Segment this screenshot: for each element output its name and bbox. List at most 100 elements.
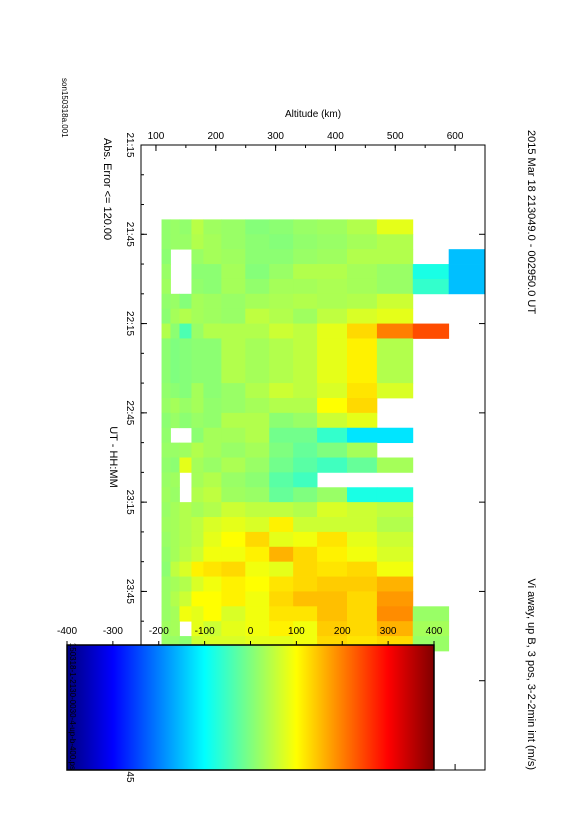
heatmap-cell	[245, 472, 270, 488]
heatmap-cell	[203, 308, 222, 324]
heatmap-cell	[269, 472, 294, 488]
heatmap-cell	[346, 576, 378, 592]
heatmap-cell	[161, 442, 171, 458]
heatmap-cell	[269, 487, 294, 503]
heatmap-cell	[317, 576, 348, 592]
heatmap-cell	[376, 338, 414, 384]
heatmap-cell	[170, 442, 180, 458]
heatmap-cell	[170, 397, 180, 414]
heatmap-cell	[317, 561, 348, 577]
heatmap-cell	[293, 487, 318, 503]
heatmap-cell	[293, 561, 318, 577]
heatmap-cell	[203, 591, 222, 607]
heatmap-cell	[170, 383, 180, 399]
heatmap-cell	[412, 264, 450, 280]
heatmap-cell	[221, 249, 246, 265]
heatmap-cell	[203, 487, 222, 503]
heatmap-cell	[203, 293, 222, 310]
heatmap-cell	[221, 591, 246, 607]
heatmap-cell	[221, 442, 246, 458]
heatmap-cell	[376, 427, 414, 444]
heatmap-cell	[346, 249, 378, 265]
y-tick-label: 400	[327, 131, 344, 142]
x-tick-label: 23:15	[124, 490, 135, 515]
heatmap-cell	[191, 219, 204, 235]
heatmap-cell	[179, 531, 192, 548]
heatmap-cell	[293, 427, 318, 444]
heatmap-cell	[221, 487, 246, 503]
heatmap-cell	[191, 591, 204, 607]
heatmap-cell	[317, 591, 348, 607]
heatmap-cell	[179, 412, 192, 429]
heatmap-cell	[293, 606, 318, 622]
x-tick-label: 22:45	[124, 400, 135, 425]
heatmap-cell	[191, 546, 204, 563]
heatmap-cell	[221, 621, 246, 637]
heatmap-cell	[269, 502, 294, 518]
heatmap-cell	[346, 383, 378, 399]
heatmap-cell	[346, 278, 378, 295]
heatmap-cell	[317, 308, 348, 324]
heatmap-cell	[448, 249, 485, 265]
heatmap-cell	[221, 561, 246, 577]
heatmap-cell	[293, 576, 318, 592]
heatmap-cell	[317, 293, 348, 310]
x-tick-label: 23:45	[124, 579, 135, 604]
heatmap-cell	[203, 442, 222, 458]
heatmap-cell	[376, 546, 414, 563]
heatmap-cell	[412, 278, 450, 295]
colorbar: -400 -300 -200 -100 0 100 200 300 400	[57, 626, 443, 771]
heatmap-cell	[191, 531, 204, 548]
heatmap-cell	[170, 234, 180, 250]
heatmap-cell	[245, 442, 270, 458]
heatmap-cell	[346, 264, 378, 280]
heatmap-cell	[245, 606, 270, 622]
heatmap-cell	[179, 517, 192, 533]
heatmap-cell	[179, 606, 192, 622]
heatmap-cell	[269, 219, 294, 235]
heatmap-cell	[161, 219, 171, 235]
heatmap-cell	[317, 502, 348, 518]
heatmap-cell	[269, 531, 294, 548]
heatmap-cell	[221, 457, 246, 473]
y-axis-label: Altitude (km)	[285, 109, 341, 120]
heatmap-cell	[346, 397, 378, 414]
colorbar-tick-label: 300	[380, 626, 397, 637]
heatmap-cell	[161, 249, 171, 265]
heatmap-cell	[346, 606, 378, 622]
heatmap-cell	[293, 397, 318, 414]
rotated-landscape-plot: 2015 Mar 18 213049.0 - 002950.0 UT Vi aw…	[57, 78, 537, 783]
heatmap-cell	[376, 293, 414, 310]
heatmap-cell	[376, 264, 414, 280]
heatmap-cell	[293, 412, 318, 429]
heatmap-cell	[245, 502, 270, 518]
heatmap-cell	[317, 546, 348, 563]
x-tick-label: 21:15	[124, 132, 135, 157]
heatmap-cell	[269, 249, 294, 265]
heatmap-cell	[412, 606, 450, 622]
heatmap-cell	[346, 546, 378, 563]
heatmap-cell	[269, 457, 294, 473]
heatmap-cell	[448, 278, 485, 295]
heatmap-cell	[245, 427, 270, 444]
heatmap-cell	[293, 442, 318, 458]
heatmap-cell	[191, 457, 204, 473]
y-tick-label: 100	[148, 131, 165, 142]
x-axis-label: UT - HH:MM	[107, 426, 119, 488]
heatmap-cell	[191, 472, 204, 488]
heatmap-cell	[293, 264, 318, 280]
heatmap-cell	[376, 249, 414, 265]
heatmap-cell	[376, 308, 414, 324]
heatmap-cell	[161, 502, 171, 518]
y-tick-label: 300	[267, 131, 284, 142]
heatmap-cell	[293, 234, 318, 250]
heatmap-cell	[203, 517, 222, 533]
heatmap-cell	[269, 621, 294, 637]
heatmap-cell	[203, 576, 222, 592]
heatmap-cell	[317, 427, 348, 444]
heatmap-cell	[346, 621, 378, 637]
heatmap-cell	[245, 457, 270, 473]
heatmap-cell	[170, 323, 180, 339]
heatmap-cell	[191, 397, 204, 414]
